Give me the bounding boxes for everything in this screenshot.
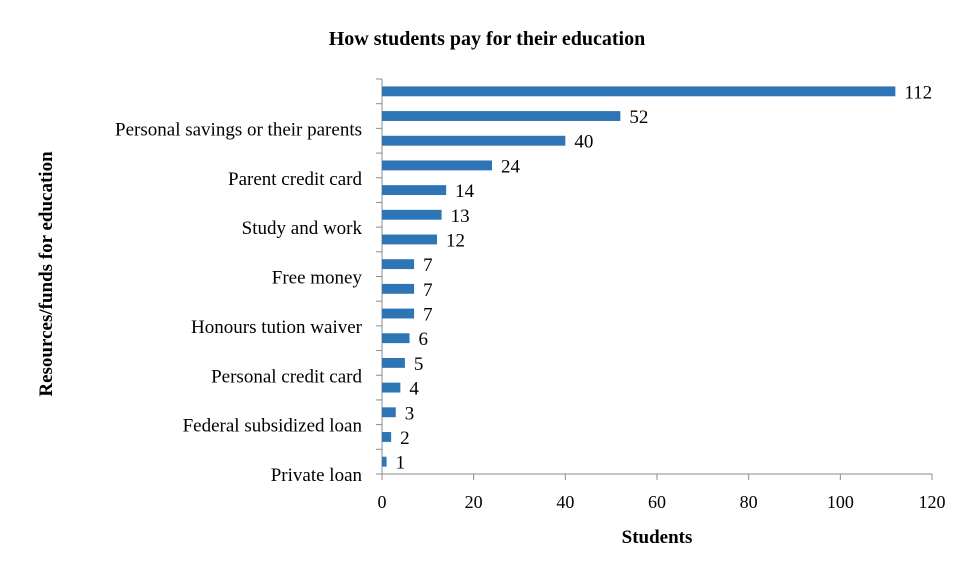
x-tick-label: 80 xyxy=(740,492,758,512)
category-label: Private loan xyxy=(271,465,363,486)
data-label: 1 xyxy=(396,453,406,474)
data-label: 6 xyxy=(419,329,429,350)
data-label: 7 xyxy=(423,305,433,326)
data-label: 7 xyxy=(423,280,433,301)
data-label: 12 xyxy=(446,230,465,251)
bar xyxy=(382,333,410,344)
x-tick-label: 0 xyxy=(378,492,387,512)
category-label: Personal credit card xyxy=(211,366,362,387)
data-label: 52 xyxy=(629,107,648,128)
data-label: 40 xyxy=(574,132,593,153)
data-label: 4 xyxy=(409,379,419,400)
bar xyxy=(382,111,621,121)
bar xyxy=(382,209,442,220)
bar xyxy=(382,160,492,171)
bar xyxy=(382,283,415,294)
y-axis-title: Resources/funds for education xyxy=(36,151,57,397)
bar xyxy=(382,382,401,393)
x-tick-label: 120 xyxy=(919,492,946,512)
data-label: 3 xyxy=(405,403,415,424)
x-axis-title: Students xyxy=(622,527,693,548)
category-label: Federal subsidized loan xyxy=(183,416,363,437)
x-tick-label: 100 xyxy=(827,492,854,512)
chart-title: How students pay for their education xyxy=(329,28,646,50)
category-label: Parent credit card xyxy=(228,169,362,190)
bar xyxy=(382,308,415,319)
bar xyxy=(382,234,437,245)
x-tick-label: 40 xyxy=(556,492,574,512)
bar xyxy=(382,456,387,467)
bar xyxy=(382,259,415,270)
bar xyxy=(382,185,447,196)
bar xyxy=(382,407,396,418)
data-label: 112 xyxy=(904,82,932,103)
x-tick-label: 60 xyxy=(648,492,666,512)
category-label: Free money xyxy=(272,268,363,289)
data-label: 5 xyxy=(414,354,424,375)
data-label: 14 xyxy=(455,181,475,202)
data-label: 2 xyxy=(400,428,410,449)
category-label: Study and work xyxy=(242,218,363,239)
x-tick-label: 20 xyxy=(465,492,483,512)
data-label: 7 xyxy=(423,255,433,276)
bar xyxy=(382,357,405,368)
data-label: 24 xyxy=(501,156,521,177)
data-label: 13 xyxy=(451,206,470,227)
category-label: Personal savings or their parents xyxy=(115,119,362,140)
bar xyxy=(382,86,896,97)
category-label: Honours tution waiver xyxy=(191,317,363,338)
bar xyxy=(382,135,566,146)
bar xyxy=(382,432,392,442)
